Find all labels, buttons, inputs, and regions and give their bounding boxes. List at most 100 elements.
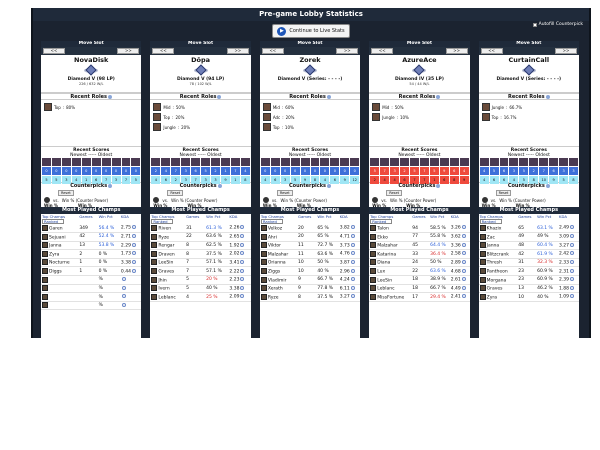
reset-button[interactable]: Reset <box>58 190 74 196</box>
table-row[interactable]: Garen 349 56.4 % 2.75 <box>41 224 142 234</box>
champ-info-icon[interactable] <box>570 234 575 239</box>
info-icon[interactable] <box>436 94 441 99</box>
col-games[interactable]: Games <box>79 214 93 219</box>
recent-game-champion-icon[interactable] <box>240 158 250 166</box>
info-icon[interactable] <box>108 183 113 188</box>
champ-info-icon[interactable] <box>570 242 575 247</box>
table-row[interactable]: Diana 24 50 % 2.89 <box>369 258 470 268</box>
table-row[interactable]: Graves 13 46.2 % 1.88 <box>478 284 580 294</box>
player-name[interactable]: CurtainCall <box>508 56 550 64</box>
champ-info-icon[interactable] <box>350 225 355 230</box>
info-icon[interactable] <box>545 183 550 188</box>
recent-game-champion-icon[interactable] <box>429 158 439 166</box>
recent-game-champion-icon[interactable] <box>340 158 350 166</box>
table-row[interactable]: Ziggs 10 40 % 2.96 <box>259 266 361 277</box>
recent-game-champion-icon[interactable] <box>400 158 409 166</box>
champ-info-icon[interactable] <box>461 234 466 239</box>
champ-info-icon[interactable] <box>461 294 466 299</box>
table-row[interactable]: Khazix 65 63.1 % 2.49 <box>478 224 580 234</box>
champ-info-icon[interactable] <box>350 259 355 264</box>
queue-filter-select[interactable]: Ranked <box>479 219 502 224</box>
table-row[interactable]: Zyra 2 0 % 1.73 <box>41 249 142 259</box>
table-row[interactable]: MissFortune 17 29.4 % 2.41 <box>369 292 470 302</box>
recent-game-champion-icon[interactable] <box>499 158 509 166</box>
champ-info-icon[interactable] <box>350 234 355 239</box>
recent-game-champion-icon[interactable] <box>549 158 559 166</box>
recent-game-champion-icon[interactable] <box>201 158 211 166</box>
recent-game-champion-icon[interactable] <box>280 158 290 166</box>
champion-slot-icon[interactable] <box>262 197 269 203</box>
player-name[interactable]: Dôpa <box>191 56 211 64</box>
champ-info-icon[interactable] <box>240 259 245 264</box>
col-games[interactable]: Games <box>186 214 200 219</box>
table-row[interactable]: Morgana 23 60.9 % 2.39 <box>478 275 580 285</box>
queue-filter-select[interactable]: Ranked <box>151 219 174 224</box>
recent-game-champion-icon[interactable] <box>171 158 181 166</box>
champion-slot-icon[interactable] <box>44 197 50 203</box>
col-kda[interactable]: KDA <box>120 214 129 219</box>
recent-game-champion-icon[interactable] <box>151 158 161 166</box>
champ-info-icon[interactable] <box>240 285 245 290</box>
recent-game-champion-icon[interactable] <box>51 158 61 166</box>
champion-slot-icon[interactable] <box>372 197 379 203</box>
move-right-button[interactable]: >> <box>445 48 468 54</box>
table-row[interactable]: Zac 49 49 % 3.09 <box>478 232 580 242</box>
col-kda[interactable]: KDA <box>450 214 459 219</box>
recent-game-champion-icon[interactable] <box>439 158 449 166</box>
table-row[interactable]: Malzahar 11 63.6 % 4.76 <box>259 249 361 259</box>
recent-game-champion-icon[interactable] <box>539 158 549 166</box>
recent-game-champion-icon[interactable] <box>409 158 419 166</box>
table-row[interactable]: Rengar 8 62.5 % 1.92 <box>150 241 251 251</box>
table-row[interactable]: Draven 8 37.5 % 2.02 <box>150 249 251 259</box>
champ-info-icon[interactable] <box>570 294 575 299</box>
table-row[interactable]: Leblanc 18 66.7 % 4.49 <box>369 284 470 294</box>
champ-info-icon[interactable] <box>461 251 466 256</box>
reset-button[interactable]: Reset <box>495 190 512 196</box>
recent-game-champion-icon[interactable] <box>449 158 459 166</box>
autofill-counterpick-toggle[interactable]: Autofill Counterpick <box>532 18 583 31</box>
champ-info-icon[interactable] <box>240 268 245 273</box>
col-top-champs[interactable]: Top Champs <box>42 214 66 219</box>
table-row[interactable]: LeeSin 18 38.9 % 2.61 <box>369 275 470 285</box>
champ-info-icon[interactable] <box>461 225 466 230</box>
reset-button[interactable]: Reset <box>276 190 293 196</box>
champ-info-icon[interactable] <box>350 277 355 282</box>
move-left-button[interactable]: << <box>152 48 175 54</box>
champ-info-icon[interactable] <box>131 234 136 239</box>
table-row[interactable]: Sejuani 42 52.4 % 2.71 <box>41 232 142 242</box>
champ-info-icon[interactable] <box>240 242 245 247</box>
move-left-button[interactable]: << <box>43 48 65 54</box>
recent-game-champion-icon[interactable] <box>290 158 300 166</box>
recent-game-champion-icon[interactable] <box>350 158 360 166</box>
table-row[interactable]: Diggs 1 0 % 0.44 <box>41 266 142 277</box>
table-row[interactable]: Ryze 22 63.6 % 2.65 <box>150 232 251 242</box>
table-row[interactable]: Graves 7 57.1 % 2.22 <box>150 266 251 277</box>
champ-info-icon[interactable] <box>240 234 245 239</box>
recent-game-champion-icon[interactable] <box>211 158 220 166</box>
move-right-button[interactable]: >> <box>555 48 578 54</box>
champ-info-icon[interactable] <box>461 259 466 264</box>
info-icon[interactable] <box>217 183 222 188</box>
recent-game-champion-icon[interactable] <box>519 158 529 166</box>
table-row[interactable]: % <box>41 275 142 285</box>
recent-game-champion-icon[interactable] <box>111 158 121 166</box>
champ-info-icon[interactable] <box>240 294 245 299</box>
champ-info-icon[interactable] <box>350 251 355 256</box>
table-row[interactable]: Malzahar 45 64.4 % 3.36 <box>369 241 470 251</box>
table-row[interactable]: Orianna 10 50 % 3.87 <box>259 258 361 268</box>
champ-info-icon[interactable] <box>121 294 126 299</box>
recent-game-champion-icon[interactable] <box>529 158 539 166</box>
move-right-button[interactable]: >> <box>336 48 359 54</box>
champ-info-icon[interactable] <box>131 242 136 247</box>
champ-info-icon[interactable] <box>350 268 355 273</box>
recent-game-champion-icon[interactable] <box>101 158 111 166</box>
col-games[interactable]: Games <box>412 214 426 219</box>
col-win-pct[interactable]: Win Pct <box>430 214 445 219</box>
col-kda[interactable]: KDA <box>229 214 238 219</box>
info-icon[interactable] <box>217 94 222 99</box>
champ-info-icon[interactable] <box>240 225 245 230</box>
table-row[interactable]: Nocturne 1 0 % 3.38 <box>41 258 142 268</box>
col-top-champs[interactable]: Top Champs <box>151 214 175 219</box>
recent-game-champion-icon[interactable] <box>42 158 51 166</box>
table-row[interactable]: % <box>41 292 142 302</box>
